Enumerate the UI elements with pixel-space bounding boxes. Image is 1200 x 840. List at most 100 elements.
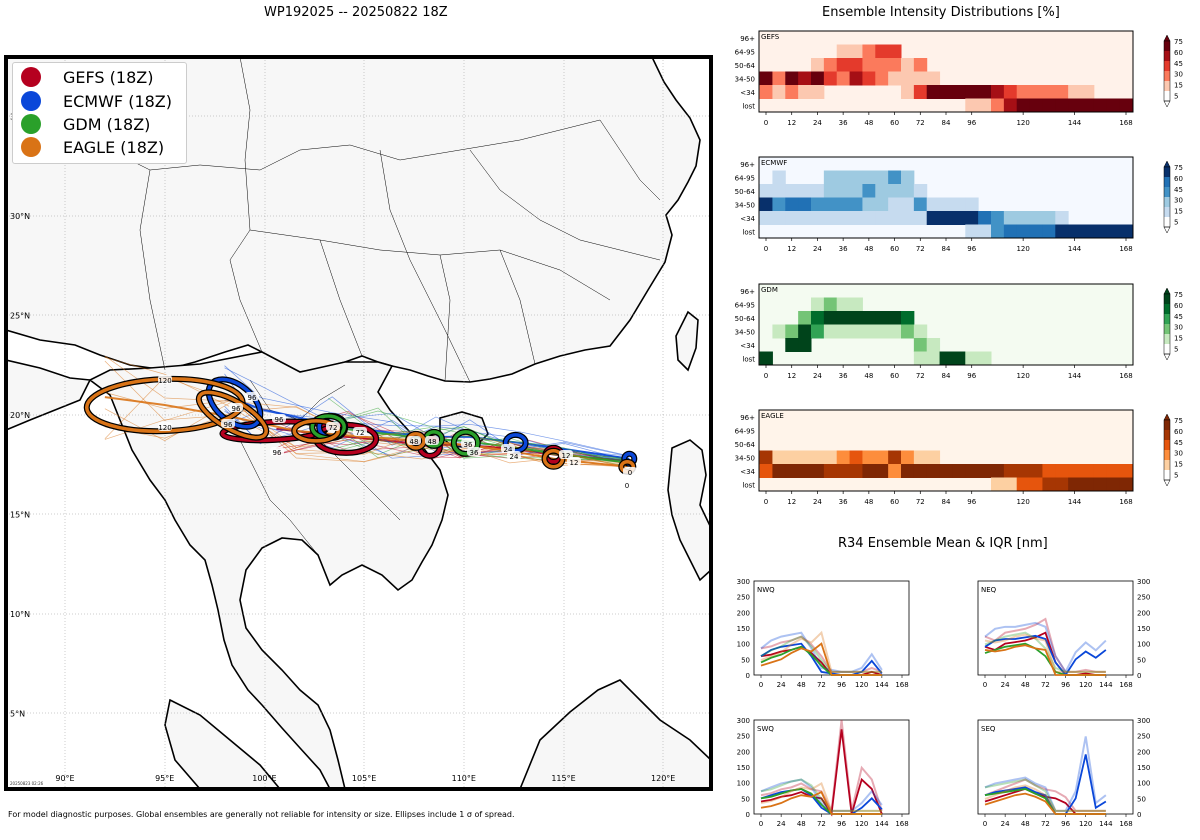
heatmap-cell	[849, 464, 863, 478]
member-track	[104, 357, 628, 467]
heatmap-cell	[1081, 85, 1095, 99]
heatmap-cell	[913, 338, 928, 352]
heatmap-cell	[991, 211, 1005, 225]
heatmap-cell	[811, 311, 825, 325]
heatmap-cell	[785, 71, 799, 86]
heatmap-cell	[823, 450, 838, 465]
colorbar-segment	[1164, 81, 1170, 91]
hour-label: 96	[248, 394, 257, 402]
heatmap-cell	[926, 338, 941, 352]
colorbar-segment	[1164, 324, 1170, 334]
colorbar-tick-label: 75	[1174, 417, 1183, 425]
heatmap-cell	[965, 85, 979, 99]
quadrant-name: NEQ	[981, 586, 997, 594]
heatmap-cell	[1042, 85, 1056, 99]
x-tick-label: 12	[787, 372, 796, 380]
heatmap-cell	[772, 197, 786, 212]
colorbar-tick-label: 15	[1174, 461, 1183, 469]
x-tick-label: 36	[839, 372, 848, 380]
row-label: <34	[740, 89, 755, 97]
hour-label: 0	[625, 482, 629, 490]
heatmap-cell	[888, 71, 902, 86]
colorbar-segment	[1164, 187, 1170, 197]
heatmap-cell	[823, 71, 838, 86]
heatmap-cell	[888, 197, 902, 212]
heatmap-cell	[939, 351, 953, 366]
heatmap-cell	[875, 450, 889, 465]
member-track	[104, 414, 628, 468]
x-tick-label: 12	[787, 245, 796, 253]
heatmap-cell	[811, 211, 825, 225]
lon-tick-label: 110°E	[452, 774, 476, 783]
heatmap-cell	[862, 197, 876, 212]
heatmap-cell	[913, 184, 928, 198]
y-tick-label: 100	[737, 641, 750, 649]
heatmap-cell	[1055, 85, 1069, 99]
colorbar-segment	[1164, 420, 1170, 430]
x-tick-label: 48	[864, 245, 873, 253]
hour-label: 48	[428, 438, 437, 446]
heatmap-cell	[836, 311, 851, 325]
heatmap-cell	[1016, 98, 1031, 113]
quadrant-name: NWQ	[757, 586, 775, 594]
colorbar-tick-label: 45	[1174, 439, 1183, 447]
heatmap-cell	[836, 211, 851, 225]
hour-label-bg	[326, 422, 340, 431]
x-tick-label: 48	[864, 119, 873, 127]
heatmap-cell	[875, 464, 889, 478]
colorbar-arrow-top	[1163, 287, 1171, 295]
colorbar-segment	[1164, 177, 1170, 187]
heatmap-cell	[811, 297, 825, 312]
y-tick-label: 100	[1137, 780, 1150, 788]
heatmap-cell	[759, 211, 773, 225]
row-label: 34-50	[735, 75, 755, 83]
heatmap-cell	[901, 450, 915, 465]
heatmap-cell	[862, 170, 876, 185]
row-label: 34-50	[735, 201, 755, 209]
heatmap-cell	[952, 351, 966, 366]
row-label: <34	[740, 342, 755, 350]
heatmap-cell	[926, 197, 941, 212]
heatmap-cell	[823, 297, 838, 312]
heatmap-cell	[772, 324, 786, 339]
hour-label: 12	[562, 452, 571, 460]
heatmap-cell	[875, 324, 889, 339]
x-tick-label: 120	[855, 681, 868, 689]
colorbar-segment	[1164, 344, 1170, 354]
heatmap-cell	[875, 311, 889, 325]
heatmap-cell	[798, 311, 812, 325]
heatmap-cell	[849, 297, 863, 312]
x-tick-label: 72	[916, 372, 925, 380]
heatmap-cell	[759, 450, 773, 465]
x-tick-label: 168	[895, 681, 908, 689]
heatmap-cell	[849, 71, 863, 86]
colorbar-tick-label: 60	[1174, 428, 1183, 436]
heatmap-cell	[1093, 98, 1108, 113]
heatmap-cell	[913, 197, 928, 212]
x-tick-label: 36	[839, 119, 848, 127]
legend-item-gdm: GDM (18Z)	[21, 113, 150, 135]
heatmap-cell	[811, 464, 825, 478]
y-tick-label: 0	[1137, 811, 1141, 819]
row-label: 64-95	[735, 174, 755, 182]
x-tick-label: 24	[813, 245, 822, 253]
r34-mean-line	[760, 790, 882, 815]
colorbar-tick-label: 15	[1174, 82, 1183, 90]
hour-label-bg	[158, 375, 172, 384]
y-tick-label: 300	[1137, 717, 1150, 725]
legend-item-eagle: EAGLE (18Z)	[21, 136, 164, 158]
hour-label-bg	[507, 451, 521, 460]
y-tick-label: 250	[737, 733, 750, 741]
colorbar-tick-label: 75	[1174, 291, 1183, 299]
heatmap-cell	[875, 71, 889, 86]
heatmap-cell	[785, 450, 799, 465]
heatmap-cell	[798, 464, 812, 478]
quadrant-name: SWQ	[757, 725, 774, 733]
heatmap-cell	[926, 351, 941, 366]
colorbar-arrow-bottom	[1163, 479, 1171, 487]
heatmap-cell	[811, 197, 825, 212]
heatmap-cell	[901, 311, 915, 325]
heatmap-cell	[965, 351, 979, 366]
x-tick-label: 120	[1016, 372, 1029, 380]
heatmap-cell	[875, 170, 889, 185]
